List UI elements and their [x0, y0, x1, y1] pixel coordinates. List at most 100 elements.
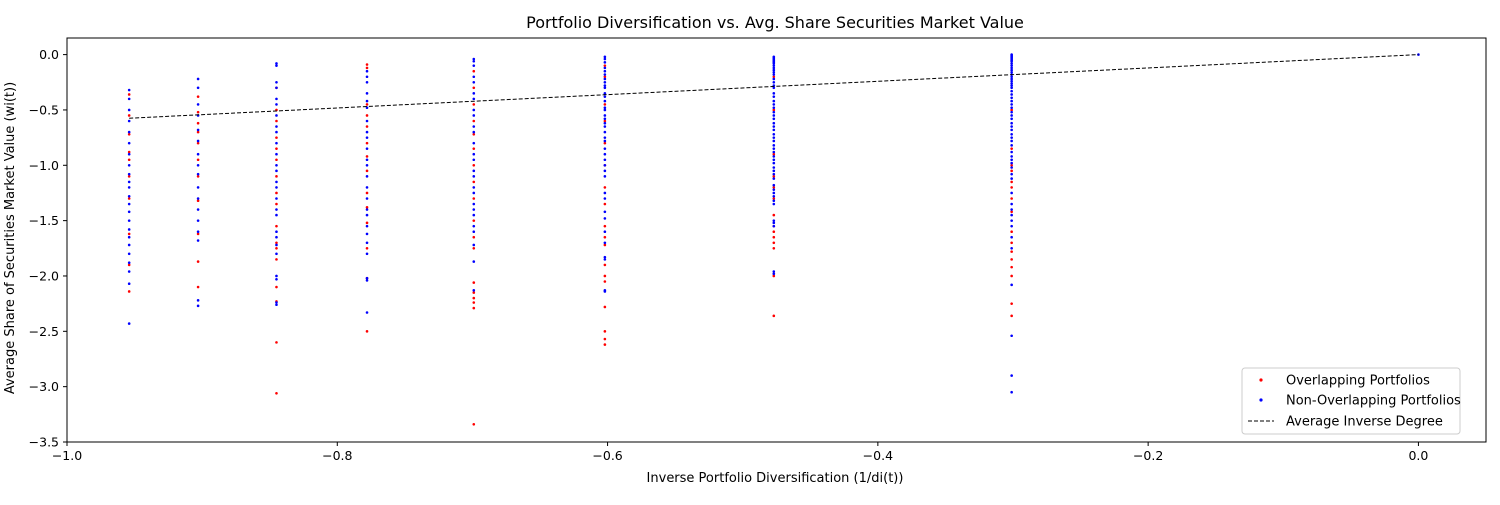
point-s0-73 — [603, 119, 607, 123]
point-s1-187 — [772, 155, 776, 158]
point-s0-68 — [472, 306, 476, 310]
point-s0-44 — [365, 155, 369, 158]
point-s1-67 — [365, 75, 369, 79]
point-s1-37 — [196, 239, 200, 242]
point-s0-102 — [772, 314, 776, 318]
point-s1-248 — [1010, 202, 1013, 206]
point-s0-46 — [365, 191, 369, 195]
point-s1-22 — [127, 322, 131, 325]
point-s1-106 — [472, 186, 476, 189]
point-s1-238 — [1010, 139, 1013, 143]
point-s1-173 — [772, 103, 776, 106]
point-s1-226 — [1010, 96, 1013, 100]
y-axis-label: Average Share of Securities Market Value… — [3, 82, 18, 394]
point-s1-223 — [1010, 86, 1013, 90]
point-s1-181 — [772, 133, 776, 136]
point-s1-184 — [772, 144, 776, 147]
point-s0-5 — [127, 175, 131, 178]
point-s1-255 — [1010, 283, 1013, 287]
point-s0-45 — [365, 169, 369, 173]
point-s0-106 — [1010, 169, 1013, 173]
point-s1-246 — [1010, 177, 1013, 180]
point-s1-52 — [275, 169, 278, 173]
point-s0-98 — [772, 241, 776, 245]
point-s1-63 — [275, 277, 278, 281]
point-s1-111 — [472, 224, 476, 228]
point-s0-17 — [196, 199, 200, 203]
point-s1-165 — [772, 73, 776, 76]
point-s1-39 — [196, 304, 200, 308]
point-s0-72 — [603, 103, 607, 106]
point-s1-25 — [196, 103, 200, 106]
point-s0-67 — [472, 301, 476, 304]
point-s1-29 — [196, 152, 200, 156]
point-s1-180 — [772, 128, 776, 132]
point-s1-30 — [196, 163, 200, 167]
point-s1-251 — [1010, 219, 1013, 222]
point-s1-66 — [365, 69, 369, 73]
point-s0-6 — [127, 197, 131, 200]
point-s1-211 — [1010, 59, 1013, 63]
point-s1-125 — [603, 86, 607, 90]
point-s0-34 — [275, 285, 278, 289]
point-s0-56 — [472, 133, 476, 136]
point-s1-191 — [772, 169, 776, 173]
point-s1-254 — [1010, 247, 1013, 250]
point-s0-94 — [772, 213, 776, 217]
point-s0-70 — [603, 64, 607, 67]
point-s1-20 — [127, 270, 131, 273]
point-s1-121 — [603, 73, 607, 76]
point-s0-59 — [472, 180, 476, 184]
x-tick-label: −0.8 — [322, 448, 352, 463]
point-s1-65 — [275, 303, 278, 307]
point-s1-53 — [275, 180, 278, 184]
point-s1-73 — [365, 130, 369, 134]
point-s1-96 — [472, 97, 476, 101]
point-s0-16 — [196, 175, 200, 178]
point-s0-116 — [1010, 274, 1013, 278]
point-s1-127 — [603, 95, 607, 98]
point-s1-77 — [365, 163, 369, 167]
point-s1-34 — [196, 208, 200, 211]
point-s1-113 — [472, 243, 476, 247]
point-s0-109 — [1010, 197, 1013, 200]
point-s1-21 — [127, 282, 131, 286]
point-s0-49 — [365, 247, 369, 250]
point-s1-116 — [603, 55, 607, 59]
point-s0-66 — [472, 296, 476, 300]
point-s1-54 — [275, 186, 278, 189]
point-s1-190 — [772, 166, 776, 169]
point-s1-163 — [772, 68, 776, 72]
point-s1-123 — [603, 80, 607, 84]
point-s1-46 — [275, 114, 278, 117]
point-s0-24 — [275, 136, 278, 139]
point-s1-231 — [1010, 114, 1013, 117]
point-s0-115 — [1010, 265, 1013, 269]
point-s0-87 — [603, 343, 607, 346]
point-s1-203 — [772, 270, 776, 273]
point-s1-144 — [603, 191, 607, 195]
point-s0-83 — [603, 280, 607, 283]
point-s1-122 — [603, 77, 607, 81]
point-s1-134 — [603, 125, 607, 128]
marks-layer — [127, 53, 1420, 426]
point-s1-249 — [1010, 208, 1013, 211]
point-s1-241 — [1010, 155, 1013, 158]
point-s0-11 — [196, 110, 200, 114]
point-s1-8 — [127, 172, 131, 176]
legend-box — [1241, 367, 1461, 435]
point-s1-245 — [1010, 172, 1013, 176]
point-s1-12 — [127, 202, 131, 206]
point-s1-115 — [472, 289, 476, 292]
plot-area-frame — [66, 37, 1487, 443]
point-s1-49 — [275, 141, 278, 145]
point-s1-48 — [275, 130, 278, 134]
point-s0-86 — [603, 337, 607, 341]
point-s1-224 — [1010, 89, 1013, 93]
point-s0-85 — [603, 330, 607, 333]
point-s1-4 — [127, 130, 131, 134]
point-s1-212 — [1010, 62, 1013, 65]
point-s1-45 — [275, 103, 278, 106]
point-s1-204 — [772, 272, 776, 276]
